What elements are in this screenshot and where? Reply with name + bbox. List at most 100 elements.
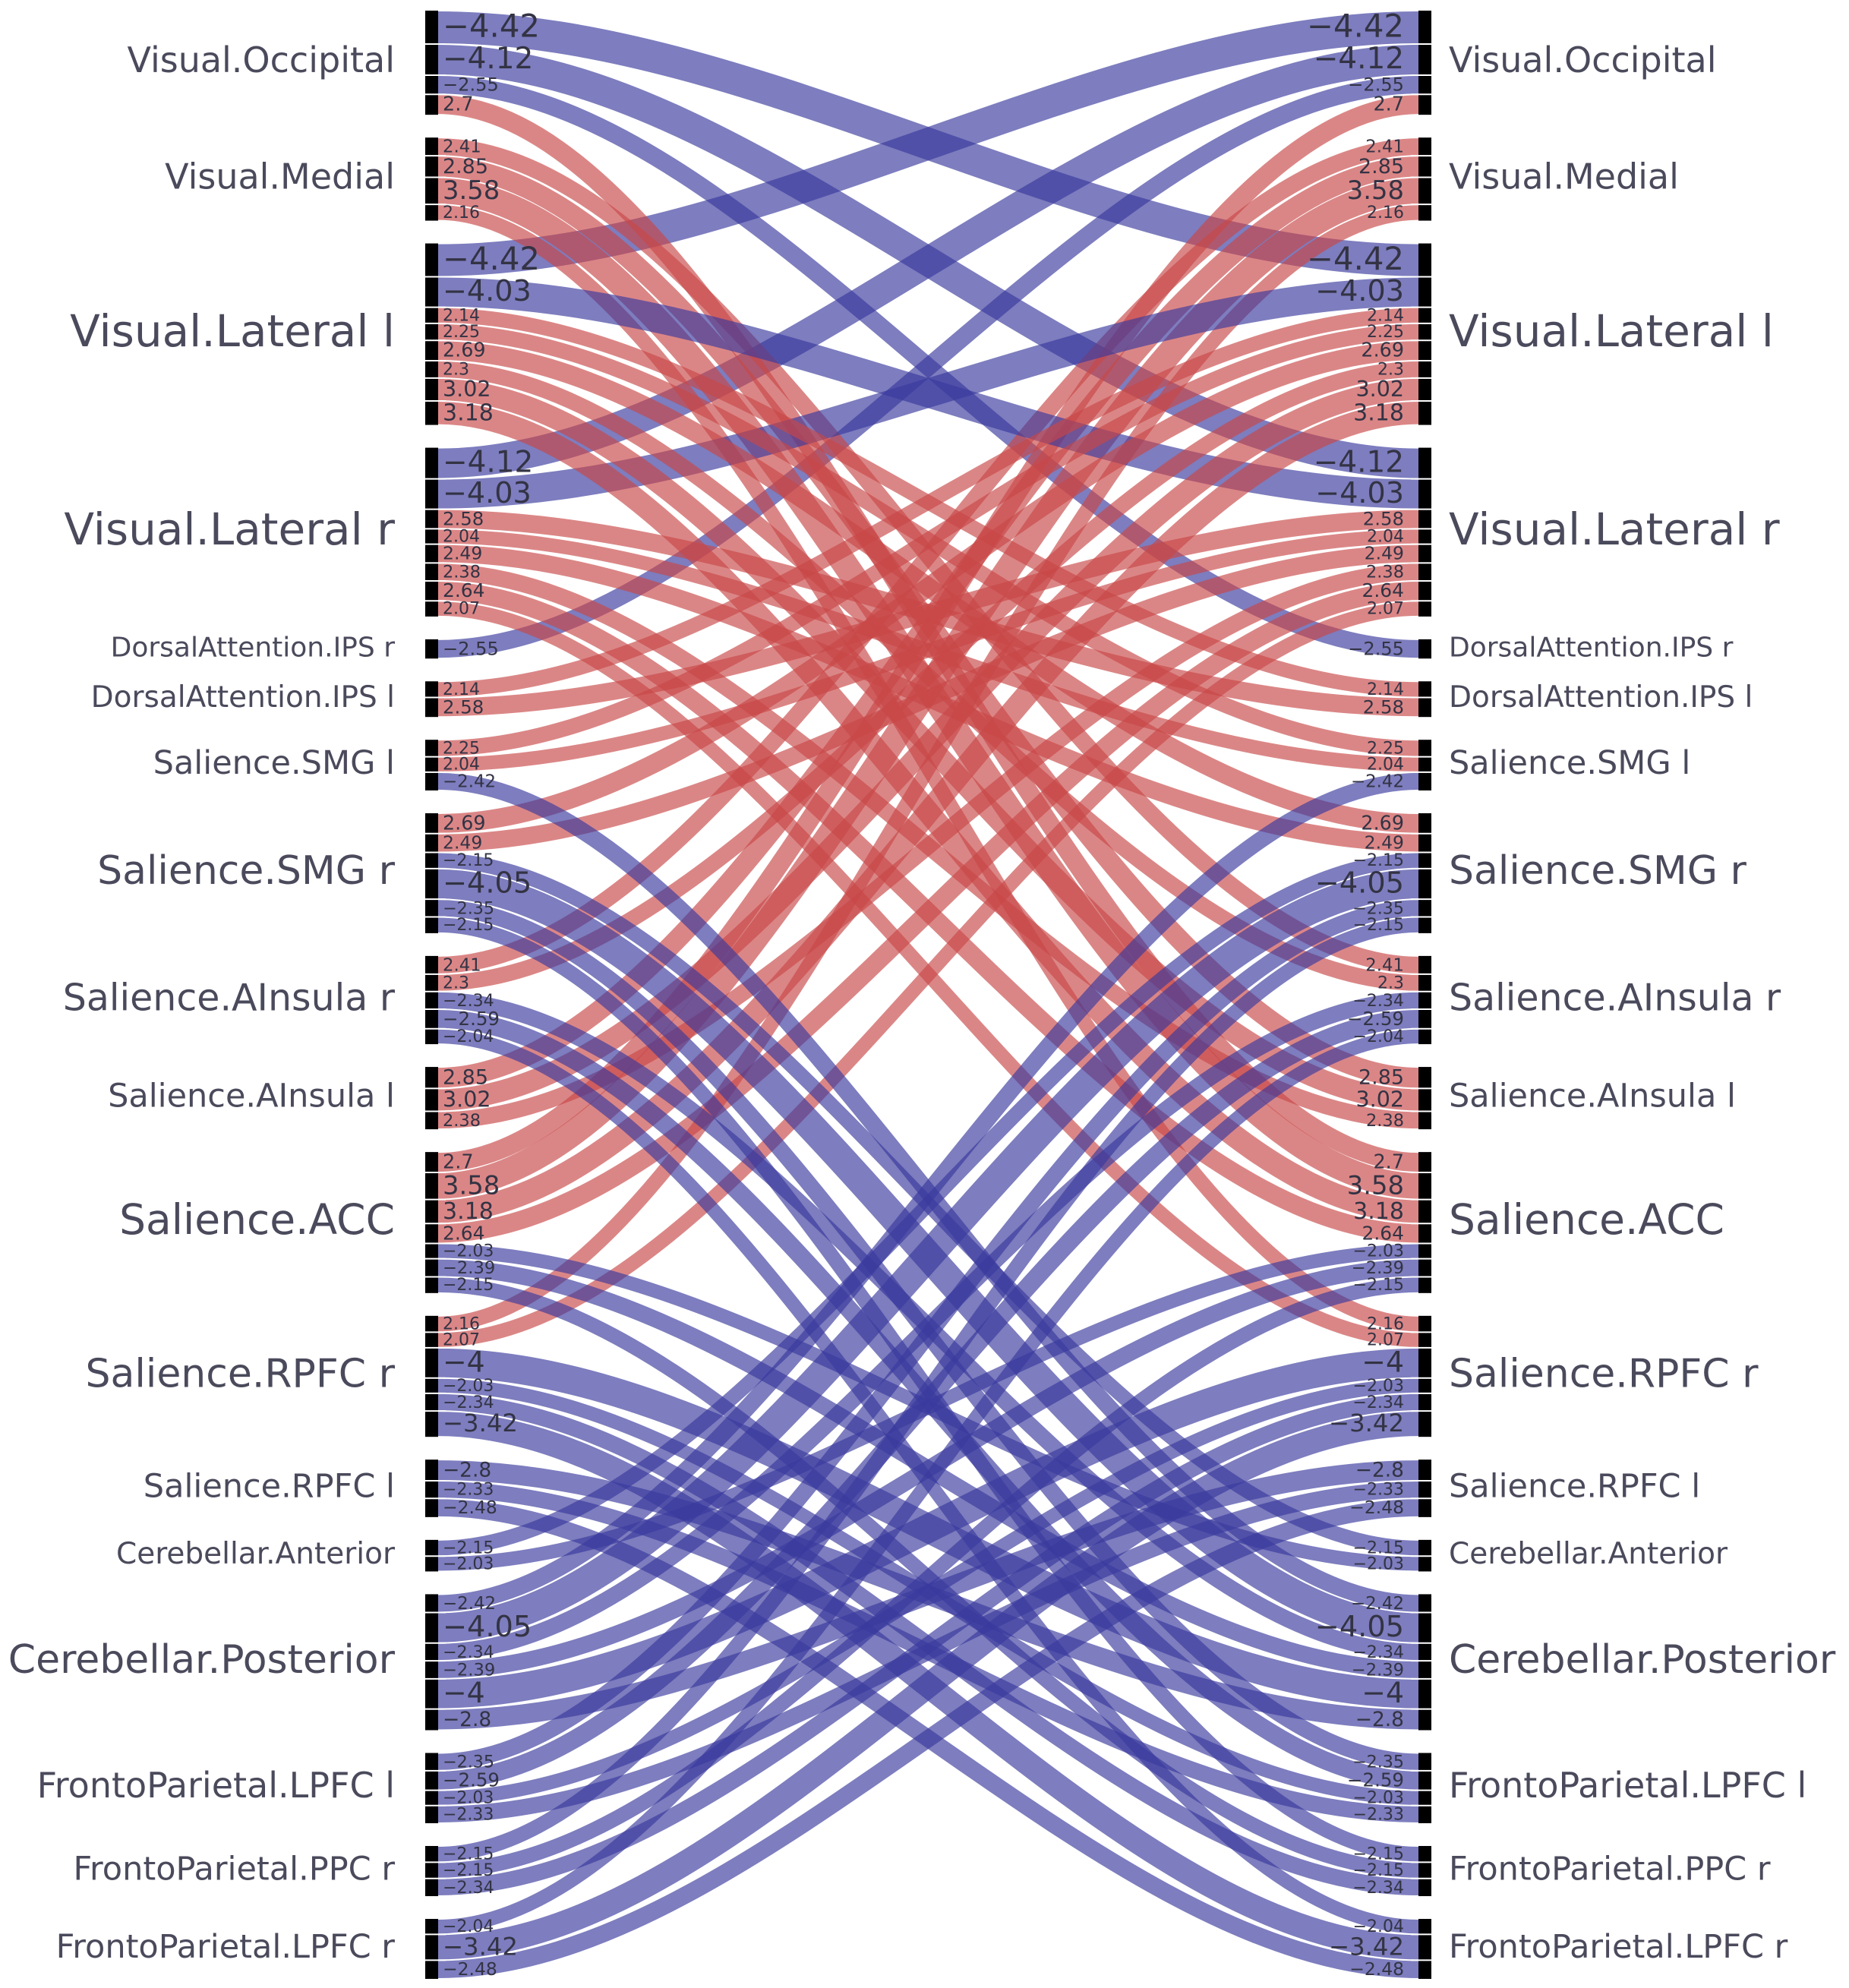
ribbon-flr-srr — [437, 1412, 1419, 1960]
value-label-left: 2.58 — [443, 696, 484, 718]
value-label-left: −4.12 — [443, 446, 533, 480]
ribbon-ssr-vll — [437, 341, 1419, 833]
node-label-right-salience-rpfc-l: Salience.RPFC l — [1449, 1468, 1700, 1506]
value-label-right: −2.39 — [1352, 1258, 1404, 1278]
node-bar-right-salience-rpfc-l — [1418, 1459, 1431, 1517]
node-bars-layer — [425, 11, 1431, 1979]
node-bar-left-visual-lateral-l — [425, 243, 438, 425]
value-label-left: 2.85 — [443, 1066, 488, 1090]
value-label-left: 3.18 — [443, 1198, 494, 1225]
value-label-right: −2.48 — [1349, 1958, 1404, 1980]
ribbon-cp-srr — [437, 1348, 1419, 1709]
value-label-right: −4.12 — [1314, 42, 1404, 76]
node-bar-right-salience-ainsula-l — [1418, 1067, 1431, 1130]
value-label-left: −2.39 — [443, 1660, 495, 1680]
value-label-right: −2.42 — [1351, 772, 1404, 791]
value-label-right: −2.35 — [1352, 1753, 1404, 1772]
value-label-left: −2.59 — [443, 1769, 500, 1791]
node-bar-left-salience-rpfc-r — [425, 1315, 438, 1437]
node-bar-right-cerebellar-posterior — [1418, 1594, 1431, 1731]
node-label-right-visual-lateral-r: Visual.Lateral r — [1449, 503, 1780, 555]
ribbon-dal-vlr — [437, 510, 1419, 717]
node-bar-left-salience-smg-l — [425, 740, 438, 790]
value-label-right: −2.55 — [1348, 639, 1404, 660]
value-label-left: 2.69 — [443, 339, 486, 361]
value-label-right: −2.15 — [1353, 1861, 1404, 1880]
node-bar-left-cerebellar-posterior — [425, 1594, 438, 1731]
value-label-right: 2.64 — [1362, 1222, 1404, 1244]
ribbons-layer — [437, 11, 1419, 1979]
value-label-right: 2.3 — [1377, 973, 1404, 992]
node-bar-right-visual-lateral-r — [1418, 447, 1431, 617]
value-label-right: −2.42 — [1351, 1594, 1404, 1614]
value-label-right: 2.16 — [1367, 1315, 1404, 1334]
node-label-right-frontoparietal-lpfc-l: FrontoParietal.LPFC l — [1449, 1765, 1806, 1806]
ribbon-srr-vm — [437, 205, 1419, 1332]
node-label-left-salience-rpfc-l: Salience.RPFC l — [144, 1468, 395, 1506]
value-label-left: −3.42 — [443, 1932, 518, 1961]
node-bar-right-salience-acc — [1418, 1152, 1431, 1293]
value-label-left: 2.41 — [443, 137, 481, 157]
value-label-right: −4 — [1362, 1345, 1404, 1378]
value-label-left: −2.15 — [443, 1861, 494, 1880]
value-label-left: −2.04 — [443, 1027, 494, 1046]
value-label-right: −2.15 — [1353, 1539, 1404, 1558]
ribbon-cp-ssl — [437, 772, 1419, 1612]
value-label-left: 3.58 — [443, 1170, 500, 1200]
value-label-left: 2.7 — [443, 1151, 474, 1174]
node-label-left-salience-ainsula-r: Salience.AInsula r — [63, 976, 396, 1019]
value-label-right: −2.59 — [1347, 1769, 1404, 1791]
value-label-left: −2.55 — [443, 74, 499, 96]
value-label-right: 3.18 — [1353, 399, 1404, 426]
ribbon-sacc-vll — [437, 401, 1419, 1223]
value-label-right: −3.42 — [1329, 1932, 1404, 1961]
ribbon-fll-sar — [437, 1010, 1419, 1790]
node-bar-right-salience-smg-r — [1418, 813, 1431, 933]
node-bar-left-frontoparietal-lpfc-r — [425, 1919, 438, 1979]
node-label-left-dorsalattention-ips-r: DorsalAttention.IPS r — [111, 633, 396, 664]
value-label-left: −2.33 — [443, 1805, 494, 1824]
value-label-right: −2.34 — [1352, 991, 1404, 1011]
value-label-right: −2.04 — [1353, 1027, 1404, 1046]
value-label-right: 2.38 — [1366, 563, 1404, 582]
value-label-right: 2.14 — [1367, 306, 1404, 325]
node-label-right-salience-acc: Salience.ACC — [1449, 1195, 1724, 1244]
value-label-left: −2.48 — [443, 1497, 497, 1518]
value-label-left: −4.05 — [443, 866, 532, 900]
value-label-right: −4.03 — [1315, 476, 1404, 510]
value-label-right: −2.15 — [1353, 916, 1404, 935]
value-label-left: −4.42 — [443, 240, 540, 277]
value-label-left: 2.41 — [443, 955, 481, 975]
node-label-left-frontoparietal-lpfc-l: FrontoParietal.LPFC l — [37, 1765, 395, 1806]
value-label-left: 2.7 — [443, 93, 474, 116]
value-label-left: −2.15 — [443, 851, 494, 870]
value-label-right: −2.39 — [1352, 1660, 1404, 1680]
value-label-right: −2.03 — [1353, 1242, 1404, 1261]
value-label-right: −2.03 — [1353, 1377, 1404, 1396]
node-bar-left-salience-rpfc-l — [425, 1459, 438, 1517]
ribbon-fpr-sacc — [437, 1277, 1419, 1878]
value-label-right: 3.58 — [1347, 1170, 1404, 1200]
value-label-right: 3.02 — [1356, 1087, 1405, 1112]
value-label-right: 2.3 — [1377, 360, 1404, 379]
node-label-left-salience-smg-r: Salience.SMG r — [97, 848, 396, 894]
value-label-right: 2.64 — [1362, 579, 1404, 601]
node-bar-right-dorsalattention-ips-l — [1418, 681, 1431, 718]
value-label-left: −2.04 — [443, 1917, 494, 1936]
value-label-left: 2.49 — [443, 832, 482, 854]
ribbon-flr-sar — [437, 1029, 1419, 1934]
value-label-left: −2.03 — [443, 1242, 494, 1261]
value-label-left: −2.03 — [443, 1789, 494, 1808]
value-label-left: 3.58 — [443, 175, 500, 205]
value-label-right: 2.25 — [1367, 323, 1404, 342]
value-label-left: −2.55 — [443, 639, 499, 660]
node-bar-left-frontoparietal-ppc-r — [425, 1845, 438, 1897]
value-label-left: 2.58 — [443, 507, 484, 529]
value-label-right: 2.58 — [1363, 507, 1404, 529]
value-label-left: 2.04 — [443, 527, 480, 546]
value-label-left: 2.3 — [443, 973, 469, 992]
ribbon-dal-vll — [437, 308, 1419, 697]
value-label-right: −2.34 — [1352, 1642, 1404, 1662]
ribbon-fll-srl — [437, 1482, 1419, 1822]
